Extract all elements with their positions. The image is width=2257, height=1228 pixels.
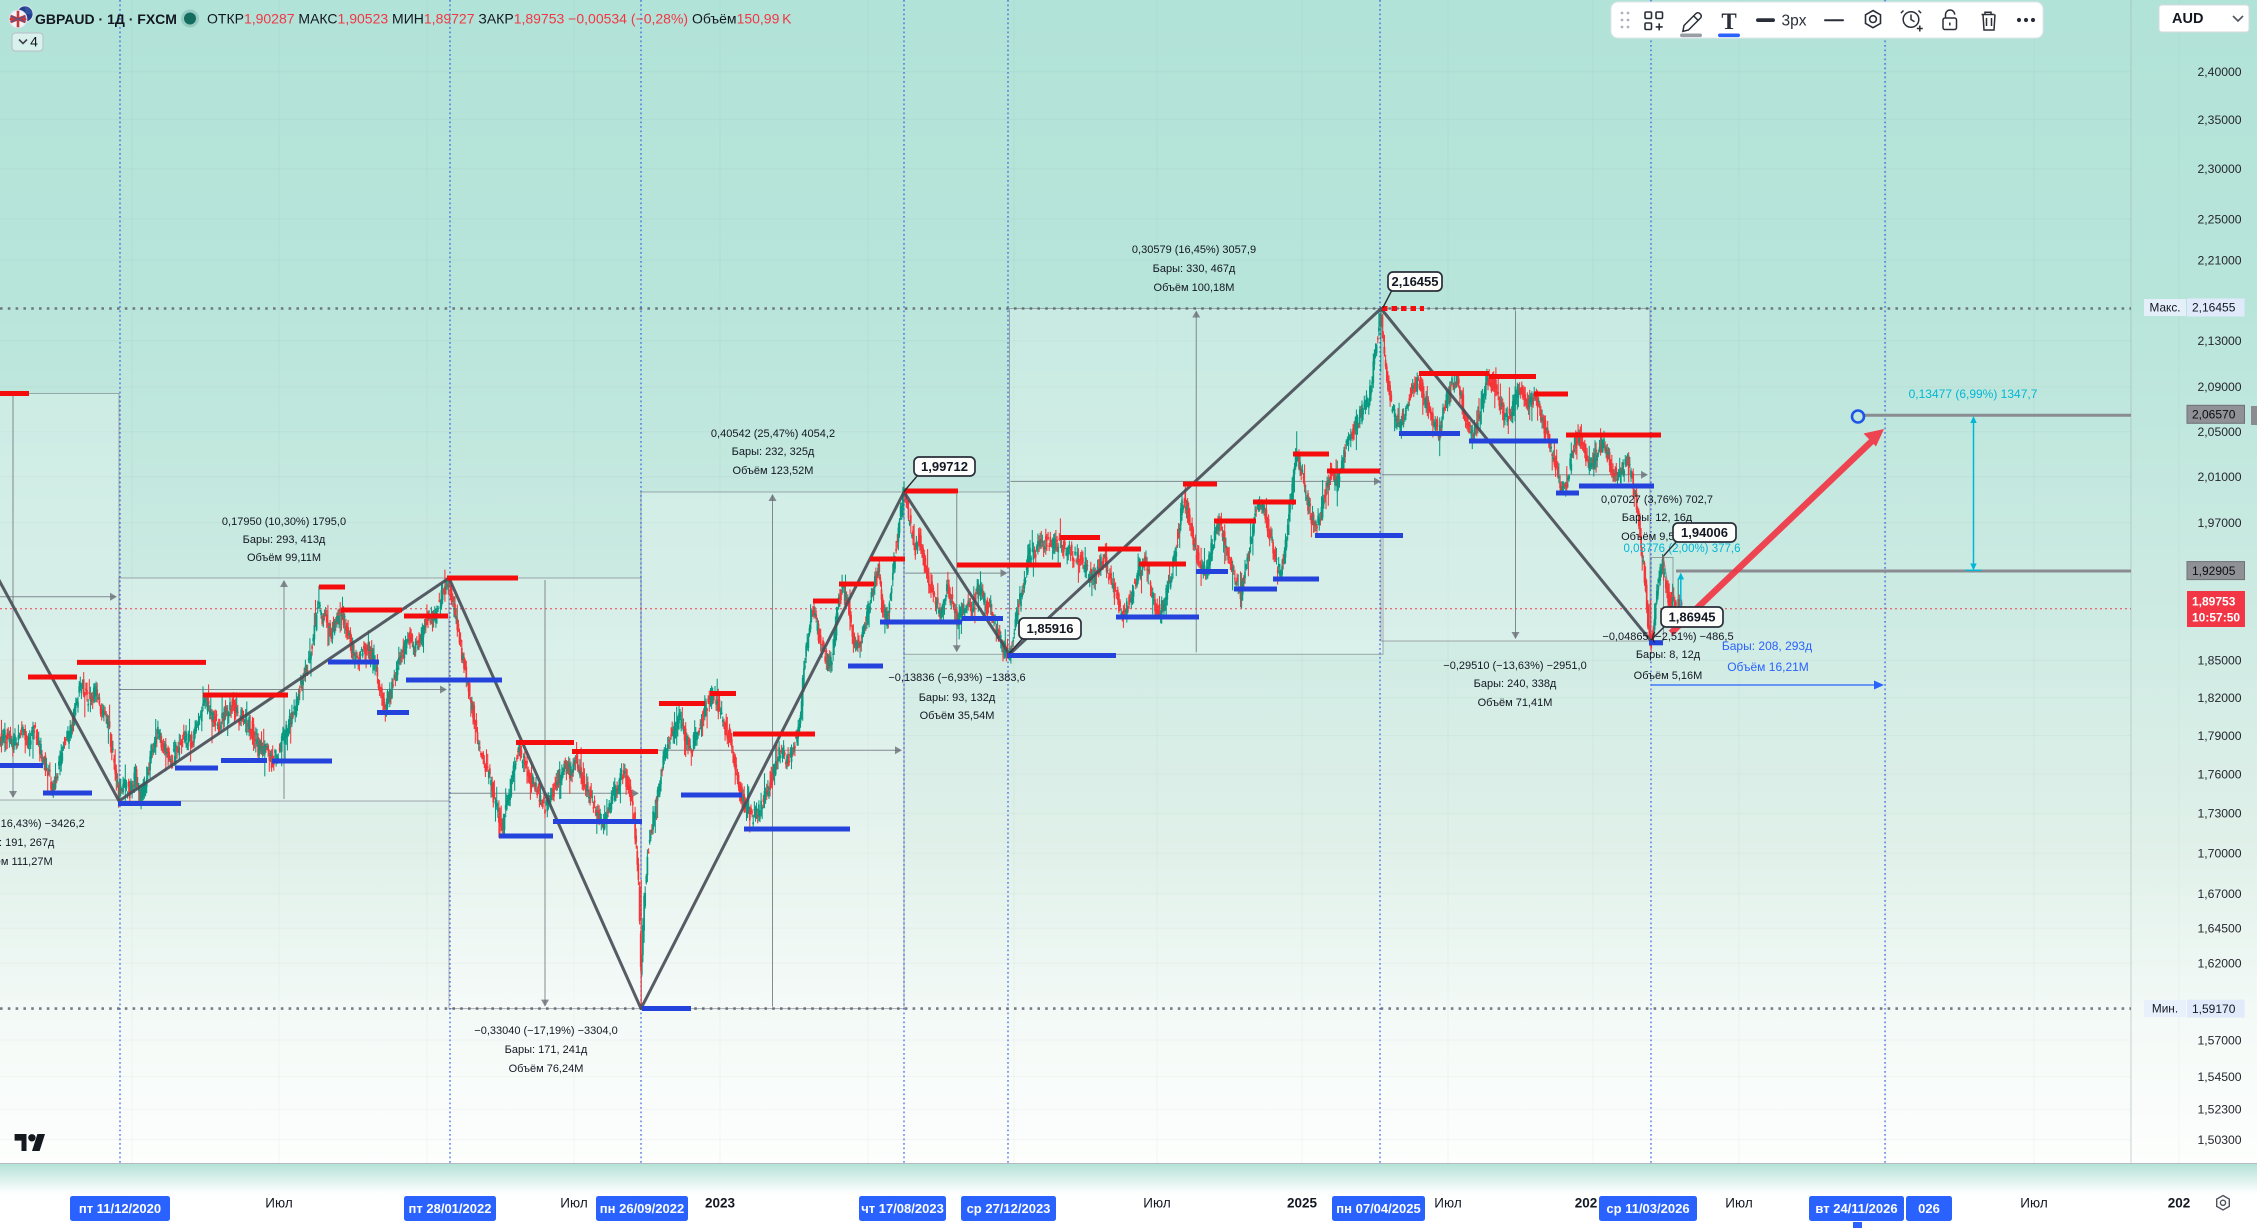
svg-text:1,82000: 1,82000 [2198, 691, 2242, 705]
svg-text:0,17950 (10,30%) 1795,0: 0,17950 (10,30%) 1795,0 [222, 516, 346, 528]
svg-text:0,40542 (25,47%) 4054,2: 0,40542 (25,47%) 4054,2 [711, 428, 835, 440]
svg-text:1,54500: 1,54500 [2198, 1070, 2242, 1084]
svg-text:−0,33040 (−17,19%) −3304,0: −0,33040 (−17,19%) −3304,0 [474, 1025, 617, 1037]
svg-text:1,62000: 1,62000 [2198, 956, 2242, 970]
svg-text:1,97000: 1,97000 [2198, 516, 2242, 530]
svg-text:ср 27/12/2023: ср 27/12/2023 [967, 1201, 1051, 1216]
svg-text:0,13477 (6,99%) 1347,7: 0,13477 (6,99%) 1347,7 [1909, 387, 2038, 401]
svg-text:−0,29510 (−13,63%) −2951,0: −0,29510 (−13,63%) −2951,0 [1443, 660, 1586, 672]
svg-text:1,92905: 1,92905 [2192, 564, 2236, 578]
svg-text:Бары: 191, 267д: Бары: 191, 267д [0, 837, 55, 849]
svg-text:Мин.: Мин. [2152, 1002, 2178, 1016]
svg-text:Объём 5,16М: Объём 5,16М [1634, 670, 1703, 682]
svg-text:1,67000: 1,67000 [2198, 887, 2242, 901]
svg-text:Бары: 171, 241д: Бары: 171, 241д [505, 1044, 588, 1056]
svg-text:GBPAUD · 1Д · FXCM: GBPAUD · 1Д · FXCM [35, 11, 177, 27]
svg-text:чт 17/08/2023: чт 17/08/2023 [861, 1201, 944, 1216]
svg-text:202: 202 [1575, 1196, 1598, 1211]
svg-text:пт 28/01/2022: пт 28/01/2022 [409, 1201, 492, 1216]
svg-text:202: 202 [2168, 1196, 2191, 1211]
svg-text:Объём 123,52М: Объём 123,52М [733, 465, 814, 477]
svg-text:1,89753: 1,89753 [2192, 595, 2236, 609]
svg-text:0,30579 (16,45%) 3057,9: 0,30579 (16,45%) 3057,9 [1132, 244, 1256, 256]
svg-text:4: 4 [30, 34, 38, 50]
svg-text:2,09000: 2,09000 [2198, 380, 2242, 394]
svg-text:1,52300: 1,52300 [2198, 1103, 2242, 1117]
svg-text:−0,04865 (−2,51%) −486,5: −0,04865 (−2,51%) −486,5 [1602, 631, 1733, 643]
svg-text:1,57000: 1,57000 [2198, 1033, 2242, 1047]
svg-text:Июл: Июл [1143, 1196, 1170, 1211]
svg-text:1,76000: 1,76000 [2198, 767, 2242, 781]
svg-text:026: 026 [1918, 1201, 1940, 1216]
svg-text:Бары: 330, 467д: Бары: 330, 467д [1153, 263, 1236, 275]
svg-text:10:57:50: 10:57:50 [2192, 611, 2240, 625]
svg-text:Объём 99,11М: Объём 99,11М [247, 552, 321, 564]
svg-text:пн 07/04/2025: пн 07/04/2025 [1336, 1201, 1420, 1216]
svg-text:Объём 71,41М: Объём 71,41М [1478, 697, 1553, 709]
svg-text:2,35000: 2,35000 [2198, 113, 2242, 127]
svg-text:3px: 3px [1782, 13, 1807, 30]
svg-text:Объём 100,18М: Объём 100,18М [1154, 282, 1235, 294]
svg-text:2,01000: 2,01000 [2198, 470, 2242, 484]
svg-text:Июл: Июл [2020, 1196, 2047, 1211]
svg-text:Бары: 93, 132д: Бары: 93, 132д [919, 692, 996, 704]
svg-text:2,30000: 2,30000 [2198, 162, 2242, 176]
svg-text:−0,13836 (−6,93%) −1383,6: −0,13836 (−6,93%) −1383,6 [888, 672, 1025, 684]
svg-text:1,99712: 1,99712 [921, 459, 968, 474]
svg-text:1,73000: 1,73000 [2198, 807, 2242, 821]
svg-text:−0,34262 (−16,43%) −3426,2: −0,34262 (−16,43%) −3426,2 [0, 818, 85, 830]
svg-text:Бары: 240, 338д: Бары: 240, 338д [1474, 678, 1557, 690]
svg-text:0,07027 (3,76%) 702,7: 0,07027 (3,76%) 702,7 [1601, 494, 1713, 506]
svg-text:Бары: 8, 12д: Бары: 8, 12д [1636, 649, 1701, 661]
svg-text:2,06570: 2,06570 [2192, 408, 2236, 422]
svg-text:1,64500: 1,64500 [2198, 921, 2242, 935]
svg-text:Бары: 208, 293д: Бары: 208, 293д [1722, 639, 1812, 653]
svg-text:2,13000: 2,13000 [2198, 334, 2242, 348]
svg-text:Объём 76,24М: Объём 76,24М [509, 1063, 584, 1075]
svg-text:1,59170: 1,59170 [2192, 1002, 2236, 1016]
svg-text:пт 11/12/2020: пт 11/12/2020 [79, 1201, 161, 1216]
svg-text:2025: 2025 [1287, 1196, 1318, 1211]
svg-text:1,50300: 1,50300 [2198, 1133, 2242, 1147]
svg-text:ср 11/03/2026: ср 11/03/2026 [1606, 1201, 1689, 1216]
svg-text:1,86945: 1,86945 [1669, 610, 1716, 625]
svg-text:ОТКР1,90287 МАКС1,90523 МИН1,8: ОТКР1,90287 МАКС1,90523 МИН1,89727 ЗАКР1… [207, 11, 792, 27]
svg-text:2,21000: 2,21000 [2198, 253, 2242, 267]
svg-text:Объём 16,21М: Объём 16,21М [1727, 660, 1809, 674]
svg-text:вт 24/11/2026: вт 24/11/2026 [1815, 1201, 1897, 1216]
svg-text:2,16455: 2,16455 [2192, 301, 2236, 315]
svg-text:Бары: 232, 325д: Бары: 232, 325д [732, 446, 815, 458]
svg-text:2,25000: 2,25000 [2198, 212, 2242, 226]
svg-text:2,16455: 2,16455 [1392, 274, 1439, 289]
svg-text:1,79000: 1,79000 [2198, 729, 2242, 743]
svg-text:2,05000: 2,05000 [2198, 425, 2242, 439]
svg-text:0,03776 (2,00%) 377,6: 0,03776 (2,00%) 377,6 [1623, 543, 1740, 555]
svg-text:Июл: Июл [1434, 1196, 1461, 1211]
svg-text:2,40000: 2,40000 [2198, 65, 2242, 79]
svg-text:пн 26/09/2022: пн 26/09/2022 [600, 1201, 684, 1216]
svg-text:Июл: Июл [560, 1196, 587, 1211]
svg-text:Макс.: Макс. [2150, 301, 2181, 315]
svg-text:T: T [1721, 9, 1736, 34]
svg-text:AUD: AUD [2172, 11, 2203, 27]
svg-text:1,70000: 1,70000 [2198, 846, 2242, 860]
svg-text:Бары: 293, 413д: Бары: 293, 413д [243, 534, 326, 546]
svg-text:1,85000: 1,85000 [2198, 654, 2242, 668]
svg-text:Июл: Июл [265, 1196, 292, 1211]
svg-text:Июл: Июл [1725, 1196, 1752, 1211]
svg-text:Объём 111,27М: Объём 111,27М [0, 856, 53, 868]
svg-text:Объём 35,54М: Объём 35,54М [920, 710, 995, 722]
svg-text:1,85916: 1,85916 [1027, 621, 1074, 636]
svg-text:Бары: 12, 16д: Бары: 12, 16д [1622, 512, 1693, 524]
svg-text:1,94006: 1,94006 [1681, 525, 1728, 540]
svg-text:2023: 2023 [705, 1196, 736, 1211]
